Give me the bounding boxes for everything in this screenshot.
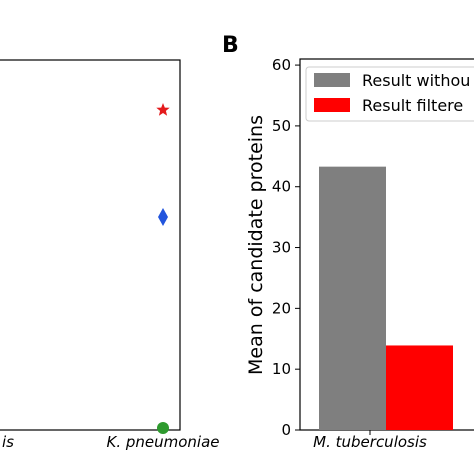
panel-b-yticks: 0 10 20 30 40 50 60 [272,56,300,439]
panel-b-ytick-label-0: 0 [281,421,291,439]
panel-a-point-circle [157,422,169,434]
panel-b-bars [319,166,453,430]
panel-b: B Mean of candidate proteins 0 10 20 30 40 50… [222,33,474,451]
panel-b-ytick-label-3: 30 [272,239,291,257]
legend-swatch-0 [314,73,350,87]
panel-b-ylabel: Mean of candidate proteins [245,115,267,375]
panel-a-xtick-label-0: is [2,433,14,451]
panel-b-legend: Result withou Result filtere [305,66,474,122]
panel-b-ytick-label-1: 10 [272,360,291,378]
bar-0-0 [319,166,386,430]
panel-a: is K. pneumoniae [0,59,220,451]
panel-a-xtick-label-1: K. pneumoniae [106,433,219,451]
legend-label-1: Result filtere [362,96,463,115]
panel-b-ytick-label-2: 20 [272,299,291,317]
legend-swatch-1 [314,98,350,112]
panel-a-point-star [156,103,170,116]
panel-b-label: B [222,33,239,58]
panel-b-xtick-label-0: M. tuberculosis [313,433,427,451]
panel-a-points [156,103,170,434]
panel-b-ytick-label-5: 50 [272,117,291,135]
panel-b-ytick-label-6: 60 [272,56,291,74]
panel-b-ytick-label-4: 40 [272,178,291,196]
legend-label-0: Result withou [362,71,470,90]
panel-a-point-diamond [158,208,168,226]
panel-a-axes-frame [0,59,181,431]
bar-1-0 [386,345,453,430]
